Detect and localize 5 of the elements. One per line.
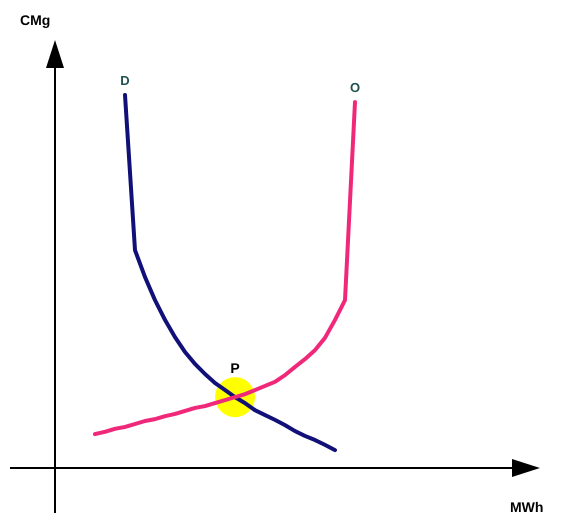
series-label: O	[350, 80, 360, 96]
y-axis-title: CMg	[20, 12, 50, 28]
x-axis-title: MWh	[510, 499, 544, 515]
annotation: P	[230, 360, 240, 376]
series-label: D	[120, 73, 130, 88]
